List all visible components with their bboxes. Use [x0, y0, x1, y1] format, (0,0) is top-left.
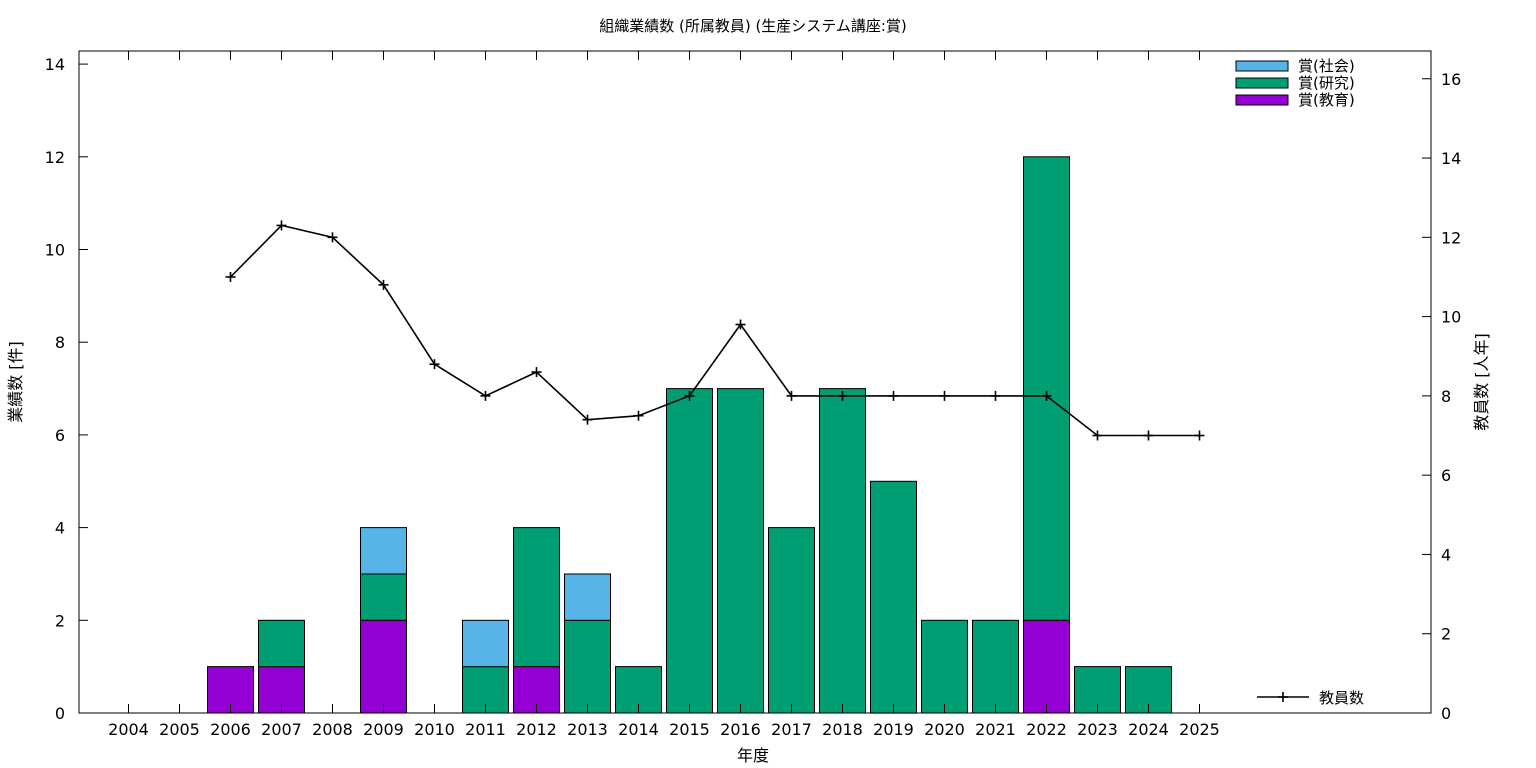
x-tick-label: 2015 [669, 720, 710, 739]
bar-segment [360, 573, 407, 621]
bar-segment [768, 527, 815, 714]
bar-segment [360, 619, 407, 714]
x-tick-label: 2025 [1179, 720, 1220, 739]
x-tick-label: 2024 [1128, 720, 1169, 739]
faculty-count-point [429, 359, 440, 370]
y2-tick-label: 2 [1441, 625, 1451, 644]
y-tick-label: 10 [45, 241, 65, 260]
faculty-count-point [888, 390, 899, 401]
faculty-count-point [1143, 430, 1154, 441]
y2-tick-label: 4 [1441, 545, 1451, 564]
faculty-count-line [229, 224, 1200, 437]
legend-item: 賞(社会) [1235, 57, 1355, 75]
legend-label: 賞(教育) [1298, 91, 1355, 109]
y-tick-label: 8 [55, 333, 65, 352]
y-tick-label: 2 [55, 611, 65, 630]
y-tick-label: 4 [55, 519, 65, 538]
faculty-count-point [378, 279, 389, 290]
bar-segment [564, 619, 611, 714]
bar-segment [360, 527, 407, 575]
x-tick-label: 2022 [1026, 720, 1067, 739]
legend-label: 教員数 [1319, 689, 1364, 707]
x-tick-label: 2010 [414, 720, 455, 739]
x-tick-label: 2013 [567, 720, 608, 739]
faculty-count-point [1041, 390, 1052, 401]
bar-segment [462, 619, 509, 668]
y-tick-label: 14 [45, 55, 65, 74]
faculty-count-point [480, 390, 491, 401]
line-layer [225, 220, 1205, 441]
x-tick-label: 2009 [363, 720, 404, 739]
x-tick-label: 2018 [822, 720, 863, 739]
x-tick-label: 2011 [465, 720, 506, 739]
y2-axis-title: 教員数 [人年] [1472, 333, 1491, 431]
bar-segment [819, 388, 866, 714]
y-tick-label: 0 [55, 704, 65, 723]
faculty-count-point [939, 390, 950, 401]
legend-item: 賞(研究) [1235, 74, 1355, 92]
y-tick-label: 12 [45, 148, 65, 167]
x-tick-label: 2014 [618, 720, 659, 739]
x-tick-label: 2004 [108, 720, 149, 739]
legend-label: 賞(社会) [1298, 57, 1355, 75]
x-tick-label: 2017 [771, 720, 812, 739]
y2-tick-label: 10 [1441, 308, 1461, 327]
faculty-count-point [684, 390, 695, 401]
bar-segment [1023, 619, 1070, 714]
y2-tick-label: 16 [1441, 70, 1461, 89]
bar-segment [666, 388, 713, 714]
faculty-count-point [735, 319, 746, 330]
bar-segment [717, 388, 764, 714]
legend-swatch [1235, 77, 1289, 89]
x-tick-label: 2016 [720, 720, 761, 739]
faculty-count-point [582, 414, 593, 425]
faculty-count-point [633, 410, 644, 421]
legend-swatch [1235, 94, 1289, 106]
bar-segment [870, 480, 917, 714]
x-tick-label: 2008 [312, 720, 353, 739]
faculty-count-point [837, 390, 848, 401]
bars-layer [207, 156, 1172, 714]
x-tick-label: 2020 [924, 720, 965, 739]
faculty-count-point [1092, 430, 1103, 441]
x-tick-label: 2005 [159, 720, 200, 739]
bar-segment [972, 619, 1019, 714]
x-axis-title: 年度 [737, 746, 769, 765]
faculty-count-point [225, 271, 236, 282]
chart-title: 組織業績数 (所属教員) (生産システム講座:賞) [599, 17, 907, 35]
legend-swatch [1235, 60, 1289, 72]
y2-tick-label: 14 [1441, 149, 1461, 168]
ticks-layer: 0 2 4 6 8 10 12 14 0 2 4 6 8 10 12 14 16 2004 2005 2006 2007… [45, 51, 1461, 739]
bar-segment [921, 619, 968, 714]
x-tick-label: 2021 [975, 720, 1016, 739]
legend-label: 賞(研究) [1298, 74, 1355, 92]
y2-tick-label: 8 [1441, 387, 1451, 406]
faculty-count-point [990, 390, 1001, 401]
legend-item-line: 教員数 [1257, 689, 1364, 707]
bar-segment [258, 619, 305, 668]
y2-tick-label: 6 [1441, 466, 1451, 485]
x-tick-label: 2007 [261, 720, 302, 739]
x-tick-label: 2019 [873, 720, 914, 739]
x-tick-label: 2012 [516, 720, 557, 739]
bar-segment [513, 527, 560, 668]
faculty-count-point [531, 367, 542, 378]
faculty-count-point [1194, 430, 1205, 441]
bar-segment [564, 573, 611, 621]
faculty-count-point [276, 220, 287, 231]
y-axis-title: 業績数 [件] [6, 341, 25, 423]
y2-tick-label: 0 [1441, 704, 1451, 723]
faculty-count-point [327, 232, 338, 243]
x-tick-label: 2023 [1077, 720, 1118, 739]
bar-segment [1023, 156, 1070, 621]
y2-tick-label: 12 [1441, 228, 1461, 247]
legend-item: 賞(教育) [1235, 91, 1355, 109]
y-tick-label: 6 [55, 426, 65, 445]
plot-frame [78, 50, 1432, 714]
faculty-count-point [786, 390, 797, 401]
x-tick-label: 2006 [210, 720, 251, 739]
legend: 賞(社会)賞(研究)賞(教育) 教員数 [1235, 57, 1364, 707]
